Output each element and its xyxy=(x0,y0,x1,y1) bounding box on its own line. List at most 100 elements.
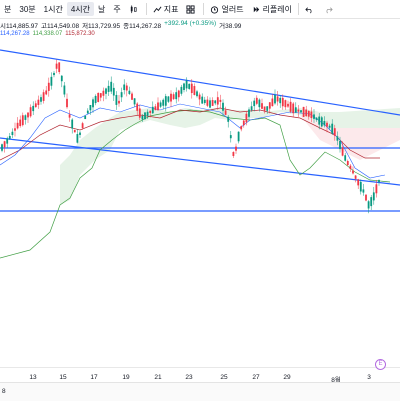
candle-body xyxy=(292,103,295,114)
candle-body xyxy=(92,99,94,108)
candle-body xyxy=(203,99,206,104)
candle-body xyxy=(102,90,105,96)
candle-body xyxy=(86,110,89,114)
candle-body xyxy=(271,98,274,107)
candle-body xyxy=(268,102,271,109)
candle-body xyxy=(185,80,188,89)
interval-day[interactable]: 날 xyxy=(97,4,106,14)
indicators-button[interactable]: 지표 xyxy=(149,0,183,18)
ohlc-info-bar: 시114,885.97 고114,549.08 저113,729.95 종114… xyxy=(0,20,241,30)
time-tick: 17 xyxy=(90,374,98,381)
candle-body xyxy=(76,134,79,143)
candle-body xyxy=(167,96,170,102)
candle-body xyxy=(323,121,326,126)
candle-body xyxy=(58,62,61,73)
candle-body xyxy=(6,138,9,144)
indicator-value-2: 114,338.07 xyxy=(32,31,63,37)
indicator-lines xyxy=(0,103,391,259)
cloud-red-area xyxy=(300,115,400,160)
candle-body xyxy=(190,83,193,94)
price-chart[interactable] xyxy=(0,0,400,367)
candle-body xyxy=(370,197,373,207)
ohlc-high: 고114,549.08 xyxy=(41,23,80,30)
candle-body xyxy=(261,103,263,109)
candle-body xyxy=(331,123,334,134)
candle-body xyxy=(141,115,144,120)
candle-body xyxy=(263,106,266,111)
chart-toolbar: 분 30분 1시간 4시간 날 주 지표 얼러트 리플레이 xyxy=(0,0,400,19)
candle-body xyxy=(172,94,175,100)
redo-button[interactable] xyxy=(320,0,339,18)
candle-body xyxy=(133,98,136,105)
earnings-event-flag[interactable]: E xyxy=(375,359,386,370)
candle-body xyxy=(279,97,282,104)
alert-button[interactable]: 얼러트 xyxy=(206,0,247,18)
candle-body xyxy=(128,90,131,94)
candle-body xyxy=(118,100,120,104)
time-tick: 13 xyxy=(29,374,37,381)
chart-type-button[interactable] xyxy=(125,0,144,18)
candle-body xyxy=(375,184,378,194)
replay-button[interactable]: 리플레이 xyxy=(248,0,296,18)
candle-body xyxy=(336,136,339,141)
candle-body xyxy=(136,103,139,111)
candlesticks[interactable] xyxy=(1,59,380,214)
candle-body xyxy=(310,111,313,119)
separator xyxy=(298,3,300,15)
time-tick: 3 xyxy=(367,374,371,381)
interval-1h[interactable]: 1시간 xyxy=(43,4,63,14)
candle-body xyxy=(302,106,305,117)
candle-body xyxy=(63,85,66,95)
time-axis[interactable]: 13 15 17 19 21 23 25 27 29 8월 3 xyxy=(0,367,400,384)
separator xyxy=(203,3,205,15)
indicator-values: 114,267.28 114,338.07 115,872.30 xyxy=(0,31,95,40)
alarm-clock-icon xyxy=(211,5,219,14)
candle-body xyxy=(248,109,250,117)
interval-week[interactable]: 주 xyxy=(113,4,121,14)
interval-4h[interactable]: 4시간 xyxy=(66,2,94,16)
grid-icon xyxy=(186,4,196,14)
candle-body xyxy=(146,111,149,116)
candle-body xyxy=(107,85,110,92)
time-tick: 8월 xyxy=(331,377,341,384)
candle-body xyxy=(1,144,3,151)
candle-body xyxy=(354,175,357,179)
candle-body xyxy=(300,110,302,113)
candle-body xyxy=(224,110,227,115)
candle-body xyxy=(281,97,284,107)
candle-body xyxy=(112,87,115,96)
candle-body xyxy=(305,109,308,117)
candle-body xyxy=(131,93,133,100)
indicator-value-3: 115,872.30 xyxy=(65,31,95,37)
candle-body xyxy=(357,179,360,186)
ohlc-low: 저113,729.95 xyxy=(82,23,121,30)
candle-body xyxy=(198,94,201,100)
candle-body xyxy=(201,96,204,104)
candle-body xyxy=(55,63,58,69)
candle-body xyxy=(123,84,126,91)
time-tick: 15 xyxy=(59,374,67,381)
candle-body xyxy=(164,96,167,106)
interval-30m[interactable]: 30분 xyxy=(19,4,36,14)
candle-body xyxy=(274,95,276,104)
interval-min[interactable]: 분 xyxy=(4,4,12,14)
candle-body xyxy=(378,179,380,183)
base-line xyxy=(0,107,380,161)
redo-icon xyxy=(326,6,333,13)
candle-body xyxy=(47,82,50,91)
candle-body xyxy=(21,115,24,126)
ohlc-volume: 거38.99 xyxy=(219,23,242,30)
candle-body xyxy=(349,165,352,170)
candle-chart-icon xyxy=(130,4,137,13)
time-tick: 29 xyxy=(283,374,291,381)
trend-lines[interactable] xyxy=(0,49,400,212)
undo-button[interactable] xyxy=(301,0,320,18)
candle-body xyxy=(232,152,235,156)
candle-body xyxy=(151,106,154,114)
candle-body xyxy=(287,103,289,107)
time-tick: 25 xyxy=(220,374,228,381)
templates-button[interactable] xyxy=(182,0,201,18)
candle-body xyxy=(214,100,217,104)
candle-body xyxy=(359,181,362,192)
candle-body xyxy=(284,100,287,108)
